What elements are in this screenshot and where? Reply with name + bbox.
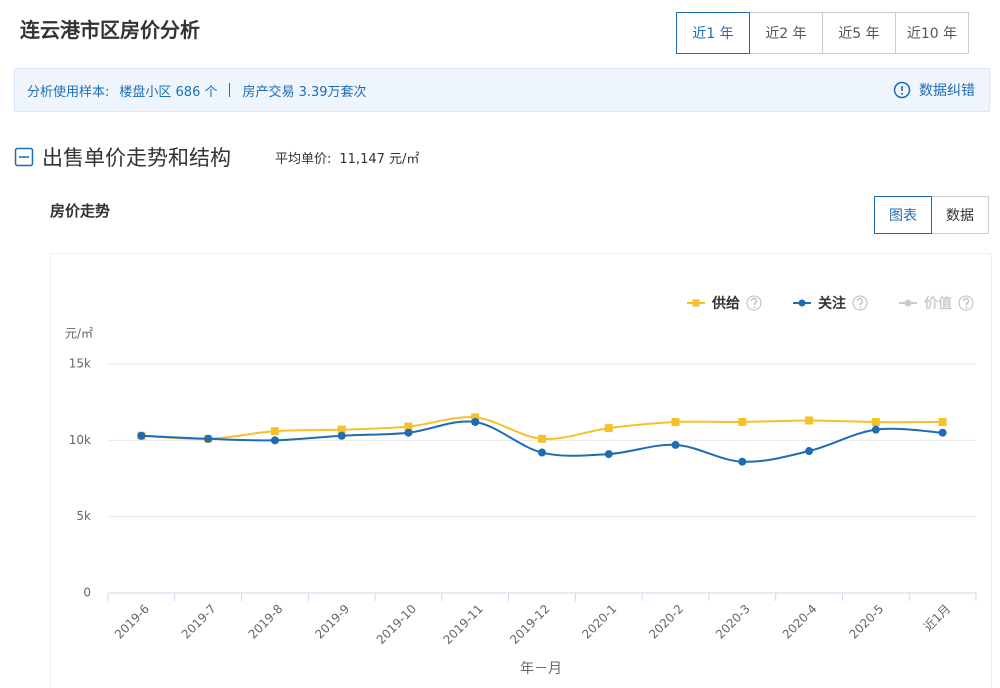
chart: 元/㎡ 0 5k 10k 15k 2019-6 2019-7 2019-8 2019-9 2019… xyxy=(50,253,992,688)
point-marker xyxy=(270,427,279,436)
view-toggle[interactable]: 数据 xyxy=(931,196,989,234)
x-tick-label: 2019-9 xyxy=(312,602,352,642)
help-icon xyxy=(750,297,758,305)
point-marker xyxy=(805,416,814,425)
y-unit: 元/㎡ xyxy=(65,327,93,341)
help-icon xyxy=(859,306,862,309)
section-title: 出售单价走势和结构 xyxy=(42,146,231,170)
page-title: 连云港市区房价分析 xyxy=(20,18,200,42)
x-tick-label: 2020-4 xyxy=(780,602,820,642)
view-toggle[interactable]: 图表 xyxy=(874,196,932,234)
period-tab[interactable]: 近5 年 xyxy=(822,12,896,54)
point-marker xyxy=(738,457,747,466)
sample-item: 房产交易 3.39万套次 xyxy=(242,84,367,100)
point-marker xyxy=(805,447,814,456)
point-marker xyxy=(671,440,680,449)
separator xyxy=(229,83,231,97)
point-marker xyxy=(404,422,413,431)
x-tick-label: 2020-1 xyxy=(579,602,619,642)
x-tick-label: 2019-7 xyxy=(179,602,219,642)
y-tick-label: 0 xyxy=(83,586,91,600)
collapse-icon[interactable] xyxy=(14,147,34,167)
correction-text: 数据纠错 xyxy=(919,83,975,99)
point-marker xyxy=(471,413,480,422)
legend-marker xyxy=(798,299,806,307)
point-marker xyxy=(137,431,146,440)
x-tick-label: 2019-8 xyxy=(246,602,286,642)
y-tick-label: 5k xyxy=(76,509,91,523)
legend-label: 供给 xyxy=(711,295,740,312)
legend-marker xyxy=(904,299,912,307)
sample-bar: 分析使用样本: 楼盘小区 686 个 房产交易 3.39万套次 数据纠错 xyxy=(14,68,990,112)
sample-item: 楼盘小区 686 个 xyxy=(119,84,218,100)
point-marker xyxy=(938,428,947,437)
help-icon xyxy=(746,295,762,311)
correction-link[interactable]: 数据纠错 xyxy=(893,80,975,100)
legend-item[interactable]: 供给 xyxy=(687,295,762,312)
point-marker xyxy=(604,424,613,433)
point-marker xyxy=(871,418,880,427)
point-marker xyxy=(337,425,346,434)
legend-item[interactable]: 价值 xyxy=(899,295,974,312)
x-tick-label: 2020-5 xyxy=(846,602,886,642)
x-tick-label: 2020-3 xyxy=(713,602,753,642)
period-tab[interactable]: 近1 年 xyxy=(676,12,750,54)
x-tick-label: 2019-6 xyxy=(112,602,152,642)
point-marker xyxy=(538,434,546,443)
help-icon xyxy=(856,297,864,305)
point-marker xyxy=(404,428,413,437)
x-tick-label: 2019-11 xyxy=(440,602,485,647)
avg-value: 11,147 元/㎡ xyxy=(339,151,420,167)
help-icon xyxy=(753,306,756,309)
help-icon xyxy=(958,295,974,311)
point-marker xyxy=(270,436,279,445)
help-icon xyxy=(965,306,968,309)
point-marker xyxy=(871,425,880,434)
sample-label: 分析使用样本: xyxy=(27,84,110,100)
point-marker xyxy=(204,434,213,443)
legend-label: 关注 xyxy=(818,295,846,312)
point-marker xyxy=(538,448,546,457)
help-icon xyxy=(852,295,868,311)
point-marker xyxy=(471,418,480,427)
legend-marker xyxy=(692,299,700,307)
section-header: 出售单价走势和结构 平均单价: 11,147 元/㎡ xyxy=(14,142,419,172)
x-tick-label: 近1月 xyxy=(921,602,953,634)
info-icon xyxy=(893,81,911,99)
point-marker xyxy=(738,418,747,427)
period-tab[interactable]: 近10 年 xyxy=(895,12,969,54)
avg-label: 平均单价: xyxy=(275,151,332,167)
point-marker xyxy=(671,418,680,427)
point-marker xyxy=(337,431,346,440)
help-icon xyxy=(962,297,970,305)
panel-title: 房价走势 xyxy=(50,202,111,220)
x-tick-label: 2019-10 xyxy=(374,602,419,647)
point-marker xyxy=(938,418,947,427)
y-tick-label: 10k xyxy=(69,433,91,447)
legend-label: 价值 xyxy=(924,295,952,312)
x-tick-label: 2019-12 xyxy=(507,602,552,647)
y-tick-label: 15k xyxy=(69,357,91,371)
view-toggles: 图表 数据 xyxy=(874,196,989,234)
period-tab[interactable]: 近2 年 xyxy=(749,12,823,54)
x-axis-label: 年－月 xyxy=(520,661,562,677)
x-tick-label: 2020-2 xyxy=(646,602,686,642)
period-tabs: 近1 年近2 年近5 年近10 年 xyxy=(676,12,969,54)
point-marker xyxy=(604,450,613,459)
legend-item[interactable]: 关注 xyxy=(793,295,868,312)
